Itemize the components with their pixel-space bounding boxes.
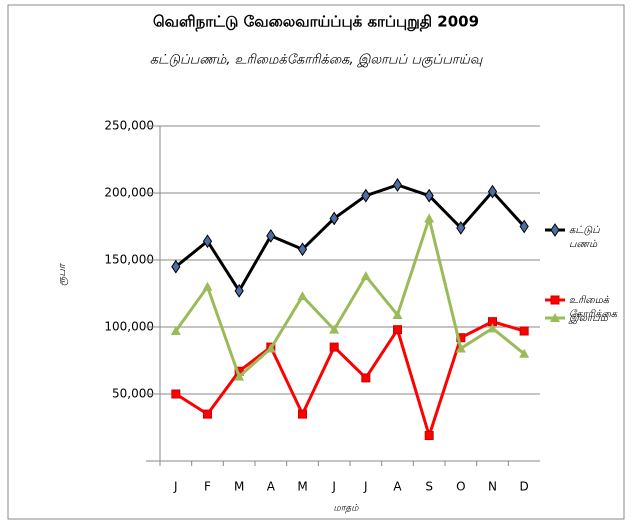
marker (171, 259, 181, 274)
series-line (175, 320, 525, 441)
y-axis-label: ரூபா (57, 262, 69, 286)
marker (550, 223, 560, 237)
y-tick-label: 100,000 (104, 320, 154, 334)
x-tick-label: J (173, 480, 178, 494)
marker (266, 228, 276, 243)
marker (171, 389, 181, 399)
x-tick-label: N (488, 480, 497, 494)
marker (393, 325, 402, 335)
legend-label: கட்டுப் பணம் (569, 225, 600, 250)
marker (424, 188, 434, 203)
chart-border (7, 4, 625, 520)
marker (234, 371, 245, 381)
marker (202, 234, 213, 249)
marker (265, 343, 276, 353)
x-tick-label: O (456, 480, 465, 494)
legend-label: உரிமைக் கோரிக்கை (569, 295, 618, 320)
marker (455, 343, 466, 353)
marker (487, 323, 498, 333)
marker (550, 295, 560, 305)
marker (329, 211, 339, 226)
y-tick-label: 200,000 (104, 186, 154, 200)
marker (519, 348, 530, 358)
chart-title: வெளிநாட்டு வேலைவாய்ப்புக் காப்புறுதி 200… (153, 13, 479, 32)
marker (361, 373, 371, 383)
marker (234, 283, 244, 298)
series-line (174, 183, 526, 294)
x-tick-label: F (204, 480, 211, 494)
x-tick-label: S (425, 480, 433, 494)
x-tick-label: M (234, 480, 244, 494)
x-tick-label: M (297, 480, 307, 494)
series-line (174, 212, 526, 380)
y-tick-label: 250,000 (104, 119, 154, 133)
marker (392, 309, 403, 319)
marker (297, 291, 308, 301)
marker (297, 242, 308, 257)
y-tick-label: 150,000 (104, 253, 154, 267)
marker (550, 313, 560, 322)
x-tick-label: J (363, 480, 368, 494)
marker (519, 326, 529, 336)
x-tick-label: A (267, 480, 276, 494)
marker (170, 326, 181, 336)
x-tick-label: A (393, 480, 402, 494)
marker (202, 281, 213, 291)
marker (360, 271, 371, 281)
legend-label: இலாபம் (568, 313, 609, 324)
x-tick-label: J (331, 480, 336, 494)
marker (424, 431, 434, 441)
marker (487, 184, 498, 199)
marker (203, 409, 212, 419)
marker (456, 220, 466, 235)
marker (424, 213, 435, 223)
marker (329, 342, 339, 352)
marker (361, 188, 371, 203)
marker (298, 409, 307, 419)
marker (519, 219, 529, 234)
chart-subtitle: கட்டுப்பணம், உரிமைக்கோரிக்கை, இலாபப் பகு… (150, 53, 483, 69)
marker (329, 324, 340, 334)
x-tick-label: D (520, 480, 529, 494)
marker (392, 178, 403, 192)
y-tick-label: 50,000 (112, 387, 154, 401)
x-axis-label: மாதம் (333, 504, 359, 514)
